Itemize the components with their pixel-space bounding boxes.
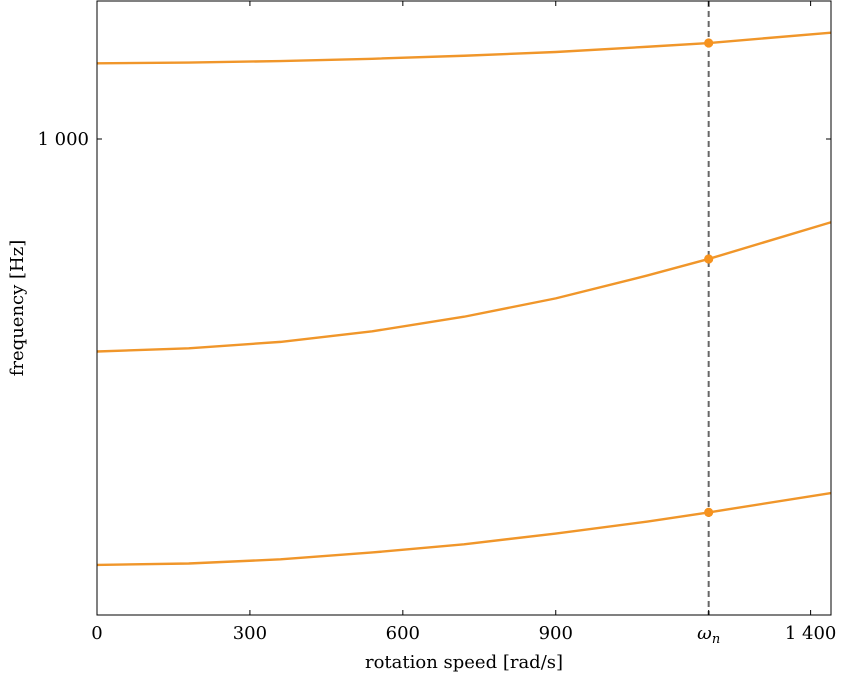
- series-line-2: [96, 221, 832, 353]
- plot-frame: [96, 0, 832, 616]
- plot-area: [96, 1, 832, 615]
- x-tick-label-omega-sub: n: [712, 632, 720, 647]
- axis-ticks: 0 300 600 900 ωn 1 400 1 000: [37, 1, 836, 647]
- x-tick-label-3: 600: [386, 623, 420, 644]
- x-tick-label-1: 0: [91, 623, 102, 644]
- y-tick-label-1: 1 000: [37, 129, 89, 150]
- x-axis-label: rotation speed [rad/s]: [365, 652, 563, 673]
- x-tick-label-2: 300: [233, 623, 267, 644]
- series-line-3: [96, 31, 832, 65]
- x-tick-label-omega-base: ω: [697, 623, 712, 644]
- series-line-1: [96, 491, 832, 567]
- x-tick-label-omega-n: ωn: [697, 623, 720, 647]
- marker-point-1: [704, 507, 714, 517]
- y-axis-label: frequency [Hz]: [7, 240, 28, 376]
- marker-point-2: [704, 254, 714, 264]
- marker-point-3: [704, 38, 714, 48]
- x-tick-label-4: 900: [539, 623, 573, 644]
- x-tick-label-6: 1 400: [785, 623, 837, 644]
